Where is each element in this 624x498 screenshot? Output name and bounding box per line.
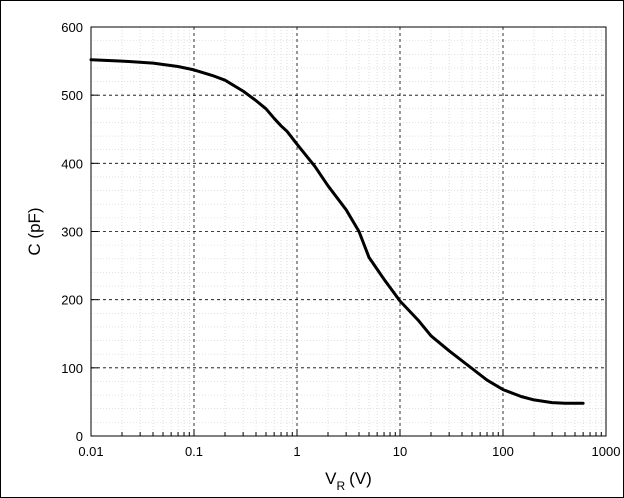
x-tick-labels: 0.01 0.1 1 10 100 1000: [78, 444, 620, 459]
y-tick-labels: 0 100 200 300 400 500 600: [61, 20, 83, 444]
x-axis-label-main: V: [325, 469, 337, 488]
major-gridlines: [91, 27, 606, 436]
y-tick-label: 100: [61, 361, 83, 376]
minor-gridlines: [91, 27, 606, 436]
x-tick-label: 1000: [592, 444, 621, 459]
x-tick-label: 100: [492, 444, 514, 459]
y-tick-label: 300: [61, 225, 83, 240]
axis-ticks: [90, 26, 607, 437]
x-axis-label: VR (V): [325, 469, 372, 493]
y-tick-label: 600: [61, 20, 83, 35]
x-axis-label-subscript: R: [337, 479, 346, 493]
x-axis-label-unit: (V): [349, 469, 372, 488]
y-tick-label: 200: [61, 293, 83, 308]
y-axis-label: C (pF): [25, 207, 44, 255]
x-tick-label: 0.01: [78, 444, 103, 459]
y-tick-label: 500: [61, 88, 83, 103]
plot-area-border: [90, 26, 607, 437]
x-tick-label: 10: [393, 444, 407, 459]
capacitance-curve: [89, 58, 585, 405]
y-tick-label: 0: [76, 429, 83, 444]
x-tick-label: 1: [293, 444, 300, 459]
x-tick-label: 0.1: [185, 444, 203, 459]
y-tick-label: 400: [61, 156, 83, 171]
